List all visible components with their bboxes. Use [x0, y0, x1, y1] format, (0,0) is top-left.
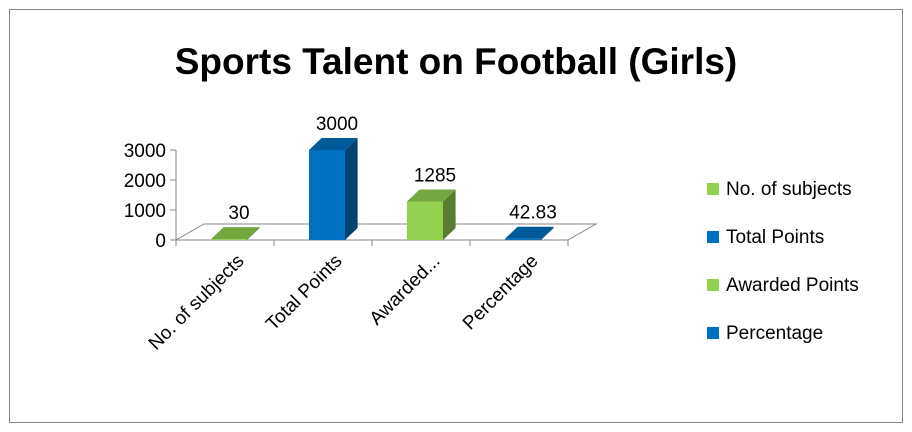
legend-swatch: [707, 279, 719, 291]
legend-label: Percentage: [726, 323, 823, 344]
bar-top: [211, 227, 260, 240]
y-tick-label: 0: [155, 231, 166, 252]
legend-label: Awarded Points: [726, 275, 859, 296]
y-axis: 0 1000 2000 3000: [124, 141, 176, 252]
data-label: 3000: [316, 114, 358, 135]
data-label: 42.83: [509, 203, 557, 224]
bar-front: [211, 239, 247, 240]
bar-side: [345, 138, 358, 240]
bar-top: [309, 138, 358, 150]
legend-label: No. of subjects: [726, 179, 852, 200]
y-tick-label: 1000: [124, 201, 166, 222]
chart-title: Sports Talent on Football (Girls): [175, 41, 738, 82]
legend-swatch: [707, 183, 719, 195]
bar-3: [505, 226, 554, 240]
x-tick-label: No. of subjects: [145, 251, 249, 355]
x-tick-label: Awarded...: [366, 251, 445, 330]
bars: [211, 138, 554, 240]
data-label: 1285: [414, 165, 456, 186]
x-axis: No. of subjects Total Points Awarded... Per…: [145, 251, 543, 355]
bar-1: [309, 138, 358, 240]
bar-side: [541, 226, 554, 240]
bar-0: [211, 227, 260, 240]
bar-side: [443, 189, 456, 240]
legend-swatch: [707, 327, 719, 339]
legend: No. of subjects Total Points Awarded Point…: [707, 179, 859, 344]
bar-side: [247, 227, 260, 240]
bar-2: [407, 189, 456, 240]
legend-label: Total Points: [726, 227, 824, 248]
legend-swatch: [707, 231, 719, 243]
bar-front: [505, 238, 541, 240]
y-tick-label: 2000: [124, 171, 166, 192]
data-label: 30: [228, 203, 249, 224]
bar-top: [505, 226, 554, 239]
x-tick-label: Total Points: [262, 251, 346, 335]
bar-front: [407, 201, 443, 240]
y-tick-label: 3000: [124, 141, 166, 162]
x-tick-label: Percentage: [459, 251, 543, 335]
bar-front: [309, 150, 345, 240]
data-labels: 30 3000 1285 42.83: [228, 114, 556, 224]
chart-frame: [9, 9, 903, 423]
bar-top: [407, 189, 456, 202]
